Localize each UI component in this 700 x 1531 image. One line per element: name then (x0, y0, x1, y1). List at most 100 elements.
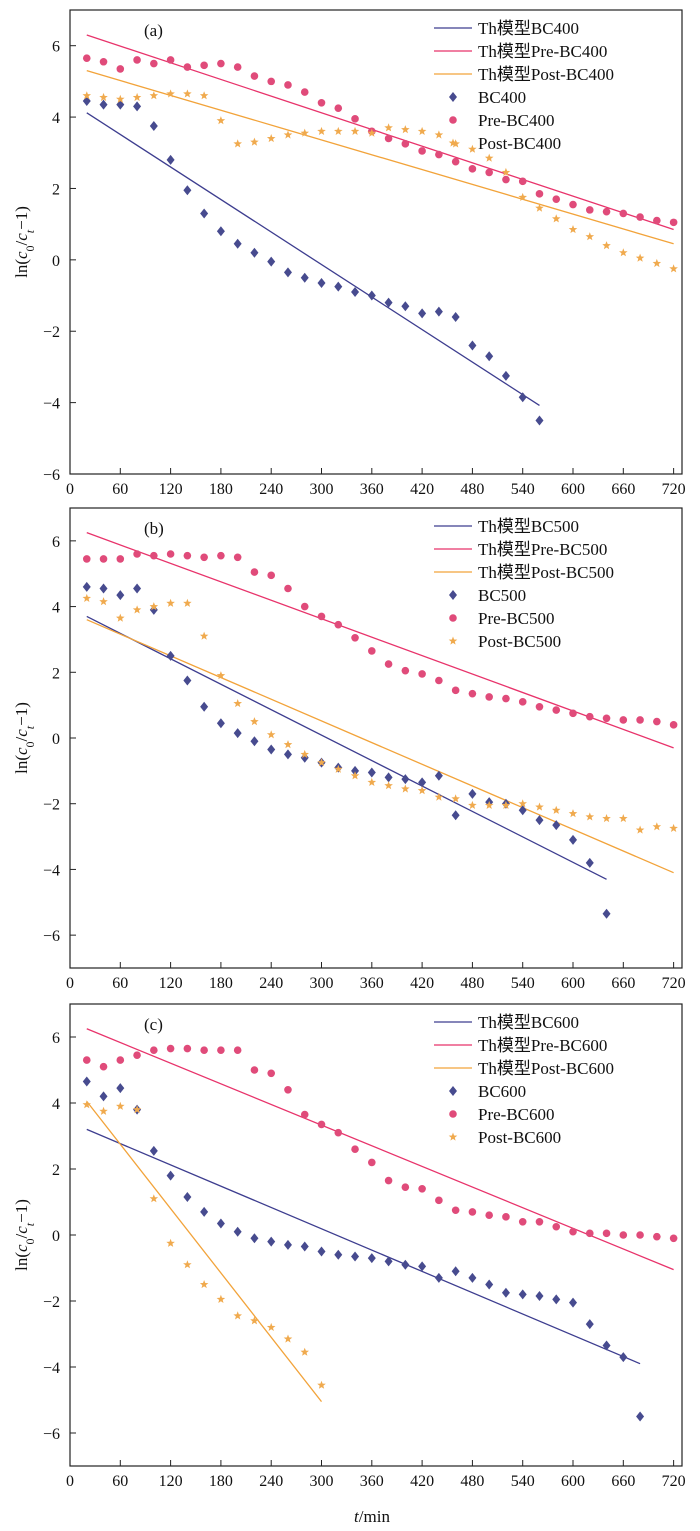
x-tick-label: 0 (66, 1473, 74, 1490)
data-point-circle (418, 147, 426, 155)
data-point-diamond (250, 247, 259, 258)
x-tick-label: 420 (410, 481, 434, 498)
x-tick-label: 420 (410, 1473, 434, 1490)
data-point-star (116, 613, 125, 622)
data-point-circle (451, 686, 460, 695)
data-point-circle (200, 61, 208, 70)
data-point-diamond (434, 770, 443, 781)
data-point-circle (602, 1229, 611, 1238)
data-point-circle (636, 1231, 644, 1239)
x-tick-label: 480 (460, 975, 484, 992)
chart-panel: 0 60 120 180 240 300 360 420 480 540 600 660 720−6−4… (12, 507, 686, 992)
data-point-circle (200, 1046, 208, 1054)
data-point-star (317, 758, 326, 767)
data-point-circle (217, 1046, 225, 1054)
data-point-diamond (518, 805, 527, 816)
data-point-diamond (384, 772, 393, 783)
legend-entry: Th模型Pre-BC400 (434, 42, 607, 61)
y-axis-label-part: ln( (12, 259, 31, 278)
data-point-star (552, 805, 561, 814)
y-axis-label-part: ln( (12, 755, 31, 774)
data-point-diamond (418, 308, 427, 319)
x-tick-label: 300 (310, 975, 334, 992)
data-point-circle (569, 200, 577, 209)
data-point-star (266, 1322, 276, 1331)
data-point-star (501, 800, 511, 809)
x-tick-label: 240 (259, 481, 283, 498)
data-point-circle (317, 1120, 326, 1129)
data-point-circle (653, 717, 661, 726)
data-point-circle (451, 1206, 460, 1215)
data-point-star (132, 605, 142, 614)
data-point-diamond (451, 1266, 460, 1277)
data-point-diamond (418, 777, 427, 788)
x-tick-label: 600 (561, 975, 585, 992)
data-point-circle (435, 1196, 443, 1205)
data-point-circle (334, 104, 343, 112)
data-point-diamond (216, 1218, 225, 1229)
legend-label: Post-BC500 (478, 632, 561, 651)
data-point-star (216, 116, 226, 125)
data-point-diamond (351, 286, 360, 297)
fit-line (86, 1100, 323, 1403)
data-point-diamond (552, 820, 561, 831)
data-point-diamond (401, 301, 410, 312)
data-point-diamond (451, 810, 460, 821)
data-point-diamond (585, 857, 594, 868)
data-point-star (334, 126, 343, 135)
legend-label: Th模型Post-BC600 (478, 1059, 614, 1078)
x-tick-label: 540 (511, 481, 535, 498)
data-point-star (401, 125, 410, 134)
x-tick-label: 660 (611, 1473, 635, 1490)
legend-label: BC400 (478, 88, 526, 107)
data-point-diamond (334, 1249, 343, 1260)
x-tick-label: 180 (209, 1473, 233, 1490)
data-point-circle (602, 714, 611, 723)
data-point-star (216, 1294, 226, 1303)
data-point-diamond (619, 1352, 628, 1363)
data-point-star (652, 822, 662, 831)
data-point-circle (384, 134, 393, 143)
data-point-diamond (166, 650, 175, 661)
data-point-star (183, 598, 192, 607)
data-point-diamond (166, 1170, 175, 1181)
data-point-star (82, 593, 91, 602)
y-axis-label-part: c (12, 729, 31, 737)
data-point-circle (619, 1231, 628, 1239)
y-tick-label: 2 (52, 1162, 60, 1179)
data-point-diamond (233, 1226, 242, 1237)
legend-entry: BC400 (449, 88, 526, 107)
data-point-star (317, 126, 326, 135)
y-tick-label: 4 (52, 600, 60, 617)
data-point-circle (166, 56, 175, 64)
data-point-circle (99, 1062, 108, 1071)
data-point-circle (300, 602, 309, 611)
data-point-circle (284, 584, 292, 593)
data-point-circle (183, 63, 192, 71)
data-point-circle (351, 633, 359, 642)
y-tick-label: 2 (52, 181, 60, 198)
y-axis-label-part: −1) (12, 702, 31, 726)
data-point-circle (284, 81, 292, 89)
data-point-star (199, 91, 209, 100)
data-point-circle (116, 1056, 125, 1064)
data-point-diamond (535, 1291, 544, 1302)
data-point-star (99, 1106, 108, 1115)
data-point-star (99, 92, 108, 102)
x-tick-label: 540 (511, 975, 535, 992)
legend-circle-swatch (449, 1110, 457, 1118)
legend-label: Th模型BC500 (478, 517, 579, 536)
y-tick-label: −4 (43, 862, 60, 879)
data-point-diamond (283, 749, 292, 760)
data-point-diamond (300, 752, 309, 763)
data-point-star (417, 786, 427, 795)
data-point-circle (150, 59, 158, 68)
data-point-circle (233, 1046, 242, 1054)
x-tick-label: 60 (112, 1473, 128, 1490)
data-point-circle (518, 698, 527, 706)
data-point-circle (636, 716, 644, 724)
data-point-circle (166, 1044, 175, 1053)
data-point-diamond (183, 1192, 192, 1203)
data-point-circle (334, 1128, 343, 1137)
x-tick-label: 300 (310, 1473, 334, 1490)
